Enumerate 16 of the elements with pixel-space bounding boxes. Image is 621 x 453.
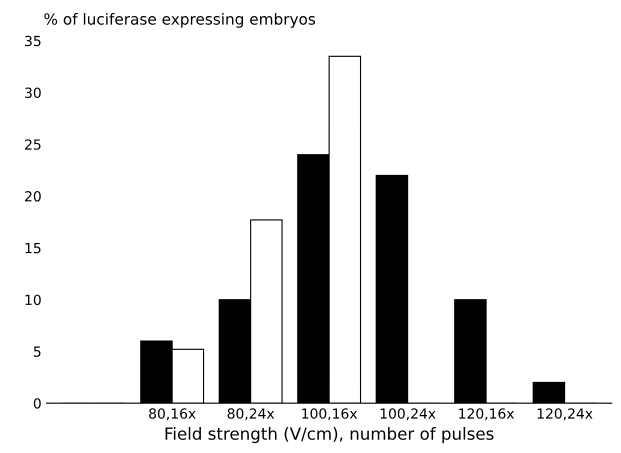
x-tick-label: 80,16x	[149, 408, 196, 420]
x-tick-label: 100,24x	[380, 408, 436, 420]
y-tick-label: 5	[34, 346, 40, 357]
x-tick-label: 100,16x	[302, 408, 358, 420]
x-tick-label: 120,16x	[459, 408, 514, 420]
y-tick-label: 30	[25, 88, 41, 98]
y-tick-label: 35	[25, 36, 40, 46]
x-tick-label: 80,24x	[228, 408, 274, 420]
y-axis-title: % of luciferase expressing embryos	[44, 12, 316, 28]
x-tick-label: 120,24x	[538, 408, 593, 420]
y-tick-label: 15	[26, 243, 40, 254]
y-tick-label: 0	[34, 398, 41, 409]
y-tick-label: 25	[25, 139, 40, 150]
y-tick-label: 20	[25, 191, 41, 202]
x-axis-title: Field strength (V/cm), number of pulses	[166, 427, 494, 444]
y-tick-label: 10	[26, 294, 41, 306]
